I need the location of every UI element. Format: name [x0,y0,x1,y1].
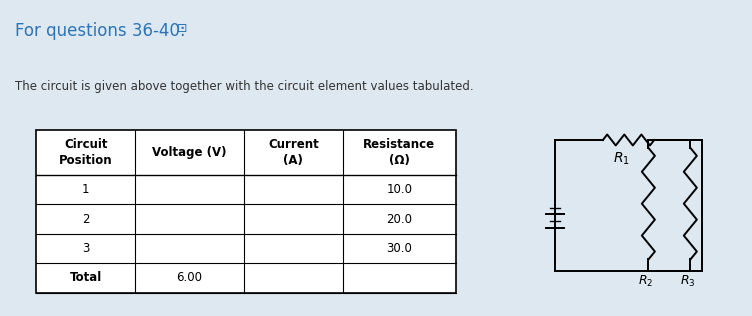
Text: $R_3$: $R_3$ [681,274,696,289]
Text: Resistance
(Ω): Resistance (Ω) [363,138,435,167]
Text: 3: 3 [82,242,89,255]
Text: 10.0: 10.0 [387,183,412,196]
Text: Current
(A): Current (A) [268,138,319,167]
Text: Total: Total [70,271,102,284]
Text: For questions 36-40:: For questions 36-40: [15,22,186,40]
Bar [36,130,456,293]
Text: Voltage (V): Voltage (V) [152,146,227,159]
Text: $R_2$: $R_2$ [638,274,653,289]
Text: 20.0: 20.0 [387,213,412,226]
Text: 1: 1 [82,183,89,196]
Text: ⊡: ⊡ [177,22,187,35]
Text: $R_1$: $R_1$ [613,151,630,167]
Text: Circuit
Position: Circuit Position [59,138,113,167]
Text: 6.00: 6.00 [177,271,202,284]
Text: The circuit is given above together with the circuit element values tabulated.: The circuit is given above together with… [15,80,474,93]
Text: 2: 2 [82,213,89,226]
Text: 30.0: 30.0 [387,242,412,255]
